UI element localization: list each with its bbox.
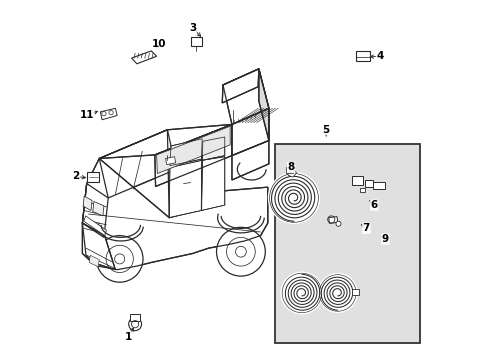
Bar <box>360 188 364 192</box>
Polygon shape <box>99 130 176 198</box>
FancyBboxPatch shape <box>274 144 419 343</box>
Bar <box>190 37 202 46</box>
Polygon shape <box>222 69 258 103</box>
Polygon shape <box>89 255 99 267</box>
Text: 2: 2 <box>72 171 80 181</box>
Polygon shape <box>155 125 231 186</box>
Polygon shape <box>201 157 224 211</box>
Bar <box>87 172 99 182</box>
Text: 1: 1 <box>124 332 131 342</box>
Bar <box>286 167 292 173</box>
Polygon shape <box>287 168 296 177</box>
Polygon shape <box>202 137 224 160</box>
Bar <box>351 289 359 295</box>
Circle shape <box>96 235 142 282</box>
Circle shape <box>280 271 323 315</box>
Polygon shape <box>231 140 268 180</box>
Polygon shape <box>82 184 108 237</box>
Polygon shape <box>99 125 231 158</box>
Polygon shape <box>223 69 268 125</box>
Text: 8: 8 <box>287 162 294 172</box>
Circle shape <box>267 172 320 224</box>
Polygon shape <box>231 108 268 156</box>
Polygon shape <box>165 157 175 165</box>
Text: 10: 10 <box>152 40 166 49</box>
Polygon shape <box>83 196 92 211</box>
Polygon shape <box>100 108 117 120</box>
Polygon shape <box>169 139 202 166</box>
Circle shape <box>128 318 142 330</box>
Polygon shape <box>328 217 337 224</box>
Text: 6: 6 <box>370 200 377 210</box>
Polygon shape <box>82 158 267 270</box>
Polygon shape <box>169 160 202 218</box>
Circle shape <box>317 273 357 313</box>
Polygon shape <box>82 223 115 270</box>
Bar <box>351 176 362 185</box>
Bar <box>372 182 385 189</box>
Text: 5: 5 <box>322 125 329 135</box>
Text: 4: 4 <box>376 51 383 61</box>
Bar <box>130 314 140 320</box>
Polygon shape <box>93 202 104 216</box>
Circle shape <box>216 227 265 276</box>
Polygon shape <box>131 51 156 64</box>
Text: 11: 11 <box>79 111 94 121</box>
Text: 7: 7 <box>362 224 369 233</box>
Polygon shape <box>156 126 230 174</box>
Polygon shape <box>83 216 106 235</box>
Text: 9: 9 <box>381 234 388 244</box>
Circle shape <box>335 221 340 226</box>
Text: 3: 3 <box>188 23 196 33</box>
Bar <box>364 180 372 187</box>
Polygon shape <box>258 69 268 140</box>
Bar <box>356 51 369 60</box>
